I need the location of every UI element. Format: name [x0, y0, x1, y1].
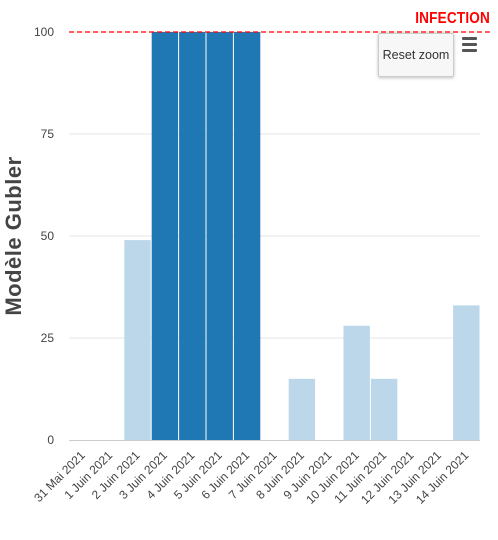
- y-tick-label: 75: [41, 127, 55, 141]
- y-tick-label: 100: [34, 25, 54, 39]
- y-axis-title: Modèle Gubler: [1, 156, 26, 316]
- bar: [343, 325, 370, 440]
- bar: [124, 240, 151, 440]
- threshold-label: INFECTION: [415, 10, 490, 27]
- reset-zoom-button[interactable]: Reset zoom: [378, 33, 454, 77]
- bar: [206, 32, 233, 440]
- bar: [151, 32, 179, 440]
- y-tick-label: 0: [47, 433, 54, 447]
- y-tick-label: 25: [41, 331, 55, 345]
- hamburger-menu-icon[interactable]: [462, 37, 477, 55]
- bar: [288, 378, 316, 440]
- bar: [370, 378, 398, 440]
- bar: [233, 32, 261, 440]
- bar: [179, 32, 206, 440]
- y-axis-title-wrap: Modèle Gubler: [0, 0, 30, 540]
- bar: [453, 305, 480, 440]
- y-tick-label: 50: [41, 229, 55, 243]
